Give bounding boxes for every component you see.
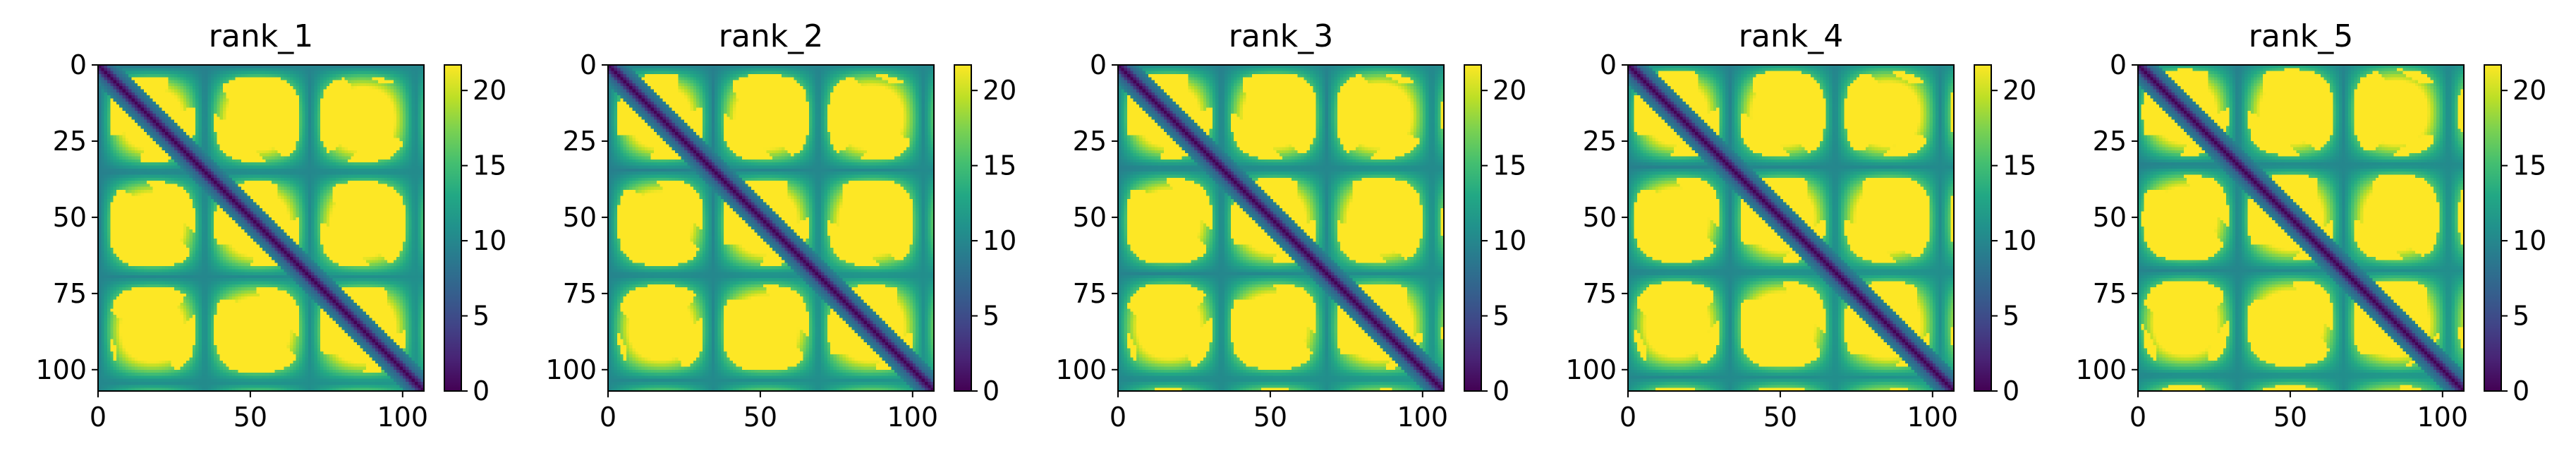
y-tick-label: 100 [2075,354,2127,385]
colorbar-tick-label: 15 [983,150,1016,181]
x-tick-label: 0 [600,402,616,433]
colorbar-tick-label: 15 [473,150,506,181]
colorbar-tick-label: 0 [1493,375,1509,407]
y-tick-label: 25 [2093,126,2127,157]
x-tick-label: 0 [1620,402,1636,433]
y-tick-label: 50 [53,202,87,233]
x-tick-label: 100 [1397,402,1449,433]
panel-title: rank_4 [1739,18,1843,54]
colorbar-tick-label: 10 [983,225,1016,256]
y-tick-label: 50 [563,202,597,233]
x-tick-label: 50 [233,402,267,433]
y-tick-label: 25 [563,126,597,157]
y-tick-label: 50 [1583,202,1617,233]
colorbar-tick-label: 0 [983,375,1000,407]
y-tick-label: 100 [1565,354,1617,385]
y-tick-label: 50 [2093,202,2127,233]
colorbar-tick-label: 10 [2513,225,2546,256]
heatmap-image [98,65,424,391]
y-tick-label: 75 [563,278,597,309]
colorbar-tick-label: 5 [983,301,1000,332]
colorbar [1464,65,1481,391]
y-tick-label: 0 [580,49,597,80]
colorbar-tick-label: 0 [2003,375,2019,407]
heatmap-image [1118,65,1444,391]
y-tick-label: 0 [70,49,87,80]
y-tick-label: 75 [2093,278,2127,309]
colorbar-tick-label: 5 [1493,301,1509,332]
panel-title: rank_2 [719,18,823,54]
colorbar-tick-label: 20 [473,75,506,106]
colorbar-tick-label: 10 [2003,225,2036,256]
colorbar-tick-label: 20 [2003,75,2036,106]
colorbar [2484,65,2501,391]
colorbar-tick-label: 15 [2003,150,2036,181]
panel-title: rank_3 [1229,18,1333,54]
x-tick-label: 100 [377,402,429,433]
x-tick-label: 0 [90,402,107,433]
colorbar [1974,65,1991,391]
x-tick-label: 50 [1253,402,1287,433]
panel-title: rank_1 [209,18,313,54]
x-tick-label: 100 [2417,402,2469,433]
y-tick-label: 100 [1055,354,1107,385]
colorbar-tick-label: 5 [473,301,490,332]
colorbar-tick-label: 10 [1493,225,1526,256]
colorbar-tick-label: 5 [2003,301,2019,332]
colorbar-tick-label: 0 [2513,375,2529,407]
y-tick-label: 100 [545,354,597,385]
y-tick-label: 0 [2110,49,2127,80]
x-tick-label: 100 [887,402,939,433]
panel-title: rank_5 [2249,18,2353,54]
colorbar-tick-label: 20 [983,75,1016,106]
colorbar-tick-label: 20 [2513,75,2546,106]
y-tick-label: 25 [1583,126,1617,157]
y-tick-label: 75 [1073,278,1107,309]
colorbar-tick-label: 0 [473,375,490,407]
colorbar-tick-label: 15 [2513,150,2546,181]
x-tick-label: 100 [1907,402,1959,433]
x-tick-label: 0 [2130,402,2146,433]
y-tick-label: 25 [1073,126,1107,157]
colorbar-tick-label: 20 [1493,75,1526,106]
y-tick-label: 25 [53,126,87,157]
colorbar [954,65,971,391]
colorbar-tick-label: 15 [1493,150,1526,181]
x-tick-label: 50 [743,402,777,433]
y-tick-label: 0 [1600,49,1617,80]
heatmap-image [1628,65,1954,391]
colorbar-tick-label: 5 [2513,301,2529,332]
y-tick-label: 75 [53,278,87,309]
x-tick-label: 50 [1763,402,1797,433]
x-tick-label: 50 [2273,402,2307,433]
colorbar [444,65,461,391]
y-tick-label: 100 [35,354,87,385]
colorbar-tick-label: 10 [473,225,506,256]
heatmap-image [2138,65,2464,391]
y-tick-label: 50 [1073,202,1107,233]
y-tick-label: 75 [1583,278,1617,309]
heatmap-image [608,65,934,391]
y-tick-label: 0 [1090,49,1107,80]
x-tick-label: 0 [1110,402,1126,433]
